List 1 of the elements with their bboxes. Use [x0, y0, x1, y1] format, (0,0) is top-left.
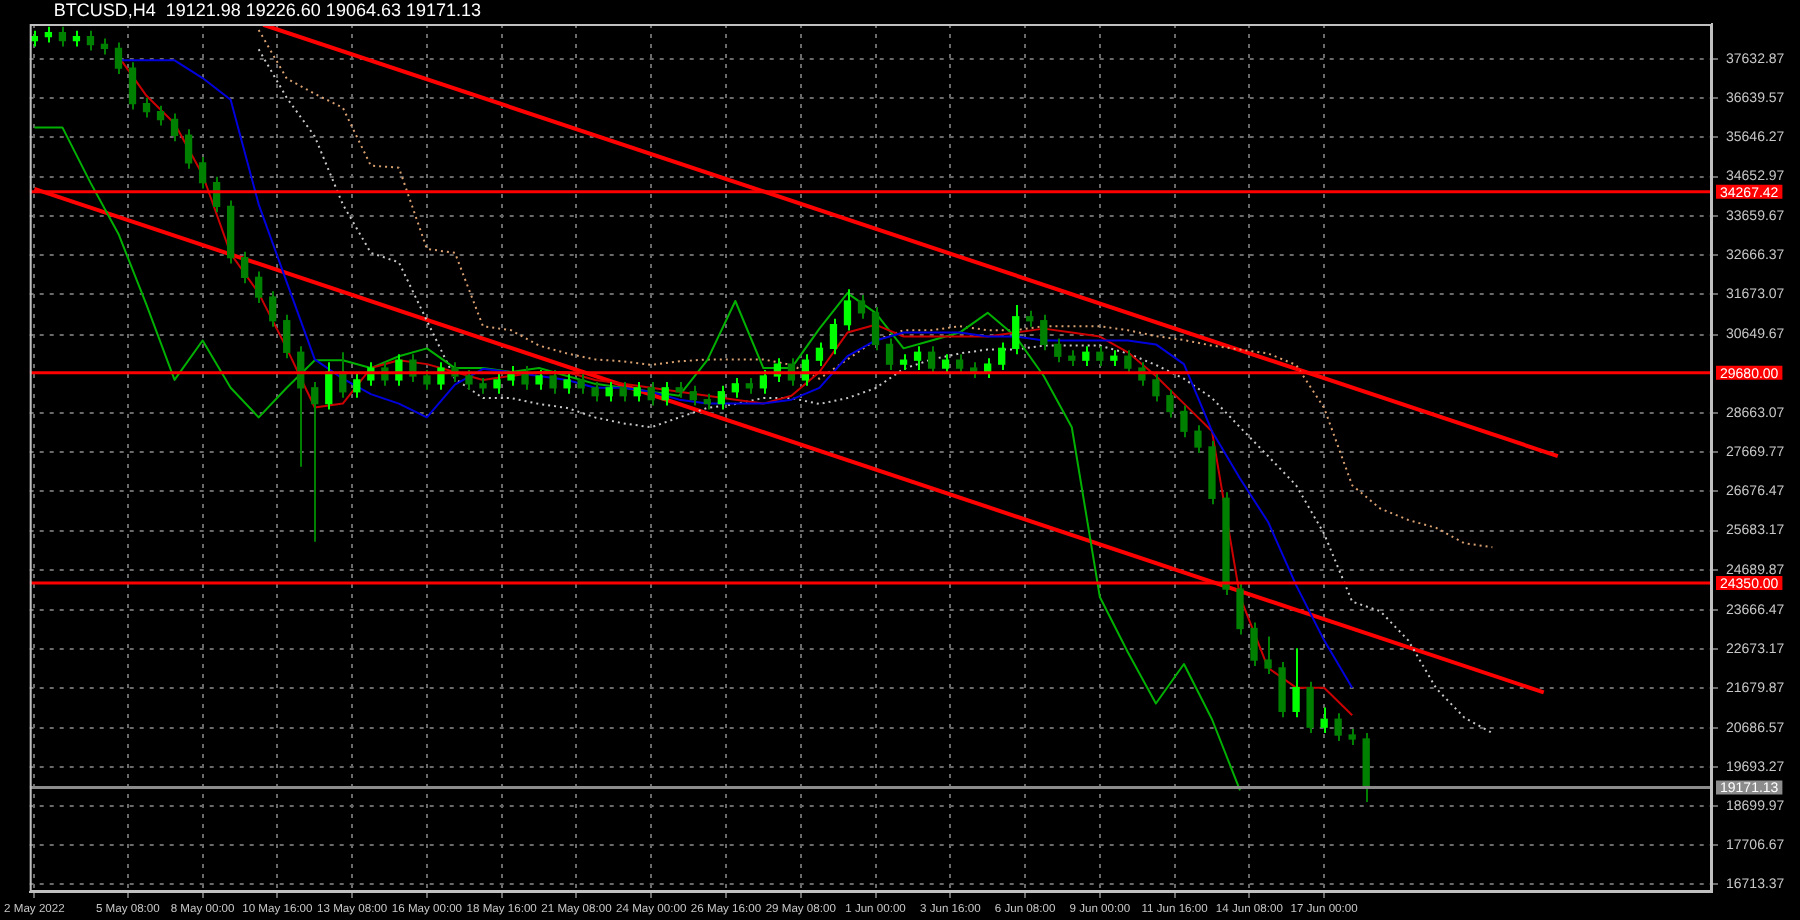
chart-title: BTCUSD,H4 19121.98 19226.60 19064.63 19171.13 — [53, 0, 482, 20]
